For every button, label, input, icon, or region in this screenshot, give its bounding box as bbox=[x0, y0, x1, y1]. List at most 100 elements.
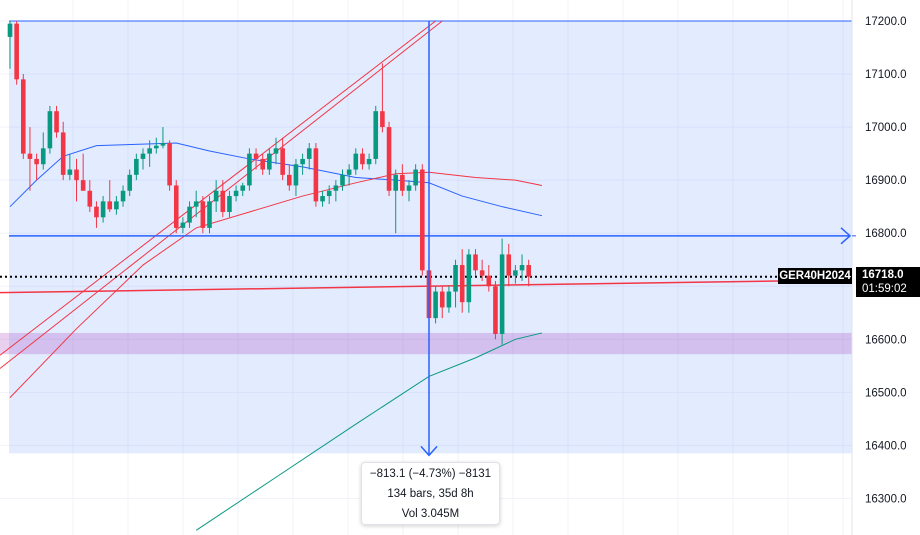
candle-body-55 bbox=[373, 111, 379, 159]
candle-body-13 bbox=[94, 206, 99, 218]
candle-body-57 bbox=[386, 127, 392, 191]
candle-body-45 bbox=[306, 148, 312, 159]
candle-body-33 bbox=[227, 196, 232, 212]
candle-body-21 bbox=[147, 148, 152, 154]
candle-body-37 bbox=[253, 153, 259, 159]
price-tick-label-3: 16900.0 bbox=[865, 175, 907, 187]
price-tick-label-7: 16500.0 bbox=[865, 387, 907, 399]
price-tick-label-1: 17100.0 bbox=[865, 69, 907, 81]
candle-body-76 bbox=[513, 270, 518, 276]
candle-body-26 bbox=[180, 222, 186, 228]
candle-body-34 bbox=[233, 190, 239, 197]
candle-body-20 bbox=[140, 153, 146, 159]
candle-body-44 bbox=[300, 158, 305, 165]
candle-body-28 bbox=[193, 201, 199, 207]
candle-body-62 bbox=[420, 169, 425, 271]
candle-body-67 bbox=[453, 265, 458, 292]
candle-body-70 bbox=[473, 254, 478, 271]
candle-body-77 bbox=[519, 265, 525, 271]
candle-body-68 bbox=[459, 265, 465, 303]
candle-body-39 bbox=[267, 153, 272, 170]
candle-body-51 bbox=[346, 169, 352, 175]
price-tick-label-6: 16600.0 bbox=[865, 334, 907, 346]
candle-body-66 bbox=[446, 291, 452, 308]
candle-body-46 bbox=[313, 148, 319, 202]
candle-body-25 bbox=[173, 185, 179, 228]
candle-body-65 bbox=[439, 291, 445, 308]
candle-body-53 bbox=[360, 153, 365, 165]
countdown-label: 01:59:02 bbox=[862, 283, 907, 295]
candle-body-24 bbox=[167, 143, 172, 186]
price-tick-label-9: 16300.0 bbox=[865, 493, 907, 505]
candle-body-15 bbox=[107, 201, 113, 210]
candle-body-11 bbox=[80, 180, 86, 191]
measure-arrowhead bbox=[420, 445, 438, 457]
candle-body-19 bbox=[134, 158, 139, 175]
candle-body-31 bbox=[213, 190, 219, 202]
candle-body-36 bbox=[247, 153, 252, 186]
symbol-tag: GER40H2024 bbox=[778, 268, 852, 284]
candle-body-35 bbox=[240, 185, 246, 191]
candle-body-72 bbox=[486, 275, 492, 287]
candle-body-48 bbox=[326, 190, 332, 197]
price-tick-label-4: 16800.0 bbox=[865, 228, 907, 240]
price-tick-label-8: 16400.0 bbox=[865, 440, 907, 452]
candle-body-27 bbox=[187, 206, 192, 223]
candle-body-17 bbox=[120, 190, 126, 202]
candle-body-71 bbox=[479, 270, 485, 276]
red-trend-line bbox=[0, 279, 853, 294]
candle-body-38 bbox=[260, 158, 265, 170]
candle-body-69 bbox=[466, 254, 472, 303]
candle-body-60 bbox=[406, 185, 412, 191]
candle-body-47 bbox=[320, 196, 325, 202]
candle-body-59 bbox=[400, 174, 405, 191]
measure-volume-text: Vol 3.045M bbox=[401, 508, 460, 520]
candle-body-5 bbox=[40, 148, 46, 165]
candle-body-50 bbox=[340, 174, 345, 186]
support-zone-band bbox=[0, 332, 852, 355]
candle-body-3 bbox=[27, 153, 33, 159]
candle-body-23 bbox=[160, 143, 166, 146]
candle-body-75 bbox=[506, 254, 512, 276]
candle-body-7 bbox=[54, 111, 59, 133]
candle-body-78 bbox=[526, 265, 531, 277]
candle-body-52 bbox=[353, 153, 359, 170]
candle-body-61 bbox=[413, 169, 418, 186]
measure-change-text: −813.1 (−4.73%) −8131 bbox=[369, 468, 492, 480]
candle-body-41 bbox=[280, 148, 285, 175]
candle-body-6 bbox=[47, 111, 53, 149]
candle-body-1 bbox=[14, 23, 19, 80]
candle-body-14 bbox=[100, 201, 106, 218]
measure-range-shading bbox=[9, 21, 852, 454]
candle-body-32 bbox=[220, 190, 226, 212]
candle-body-49 bbox=[333, 185, 339, 191]
candle-body-4 bbox=[34, 158, 39, 165]
candle-body-10 bbox=[74, 169, 79, 181]
candle-body-18 bbox=[127, 174, 132, 191]
last-price-label: 16718.0 bbox=[862, 269, 904, 281]
price-tick-label-0: 17200.0 bbox=[865, 16, 907, 28]
trend-channel-line-1 bbox=[0, 20, 436, 356]
measure-bars-text: 134 bars, 35d 8h bbox=[387, 488, 474, 500]
candle-body-43 bbox=[293, 164, 299, 186]
candle-body-58 bbox=[393, 174, 398, 191]
candle-body-9 bbox=[67, 169, 73, 175]
candle-body-42 bbox=[287, 174, 292, 186]
price-tag: 16718.0 01:59:02 bbox=[856, 267, 920, 297]
horizontal-ray-arrowhead bbox=[840, 227, 852, 245]
candle-body-64 bbox=[433, 291, 438, 319]
candle-body-16 bbox=[114, 201, 119, 210]
candle-body-22 bbox=[154, 145, 159, 149]
price-tick-label-2: 17000.0 bbox=[865, 122, 907, 134]
candle-body-40 bbox=[273, 148, 279, 154]
candle-body-29 bbox=[200, 201, 206, 228]
candle-body-74 bbox=[499, 254, 505, 334]
measure-info-box[interactable]: −813.1 (−4.73%) −8131 134 bars, 35d 8h V… bbox=[361, 462, 500, 525]
candle-body-54 bbox=[366, 158, 372, 165]
candle-body-12 bbox=[87, 190, 93, 207]
candle-body-56 bbox=[380, 111, 385, 128]
candle-body-2 bbox=[21, 79, 26, 154]
candle-body-8 bbox=[60, 132, 66, 175]
candle-body-30 bbox=[207, 201, 212, 228]
